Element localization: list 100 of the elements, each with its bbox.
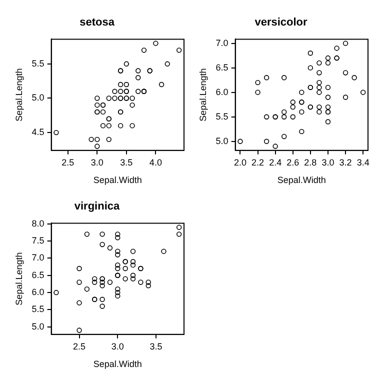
x-tick-label: 3.5 [150,341,162,352]
y-tick-label: 4.5 [32,127,44,138]
y-tick-label: 5.0 [216,136,228,146]
point [146,283,151,288]
y-tick-label: 5.0 [32,92,44,103]
point [115,293,120,299]
point [106,136,112,142]
point [325,119,331,124]
point [76,300,82,306]
point [100,296,105,302]
point [255,80,260,86]
point [153,40,158,46]
x-tick-label: 3.4 [356,157,370,168]
y-tick-label: 8.0 [32,218,44,228]
chart-title: versicolor [254,16,308,29]
point [299,90,304,95]
point [176,232,182,237]
point [308,65,314,70]
point [92,280,98,285]
point [124,82,130,88]
x-tick-label: 3.0 [90,157,104,168]
point [325,94,331,100]
point [325,104,331,110]
point [130,262,136,268]
y-tick-label: 5.5 [32,304,44,314]
x-axis-title: Sepal.Width [93,359,142,370]
point [164,61,170,67]
point [299,109,304,115]
point [106,123,112,128]
point [316,60,322,66]
point [264,75,270,80]
point [100,304,105,309]
y-tick-label: 6.0 [216,86,228,97]
point [325,55,331,61]
point [316,84,322,90]
point [238,138,243,144]
x-tick-label: 2.6 [286,157,300,168]
y-tick-label: 5.5 [216,111,228,122]
point [316,80,322,86]
x-tick-label: 2.4 [269,157,282,168]
point [158,82,164,88]
y-axis-title: Sepal.Length [14,68,24,122]
point [115,290,120,296]
point [282,134,287,140]
x-tick-label: 3.5 [120,157,133,168]
point [130,276,136,282]
point [136,68,141,74]
chart-title: virginica [74,200,120,213]
point [115,252,120,258]
y-tick-label: 7.0 [216,38,228,48]
point [282,109,287,115]
y-tick-label: 6.0 [32,287,44,298]
point [84,286,90,292]
point [107,245,113,251]
point [115,232,120,237]
point [88,136,94,142]
point [118,88,124,94]
point [308,50,314,56]
point [290,114,296,120]
point [342,40,348,46]
point [100,109,106,115]
point [342,94,348,100]
x-tick-label: 2.0 [234,157,246,168]
point [176,224,182,230]
point [92,276,98,282]
point [94,96,100,101]
point [316,70,322,76]
point [130,102,135,108]
point [76,266,82,272]
point [106,96,112,101]
y-axis-title: Sepal.Length [198,68,208,122]
point [115,262,120,268]
point [100,123,106,128]
x-tick-label: 4.0 [149,157,162,168]
point [118,123,124,128]
point [100,232,105,237]
point [130,248,136,254]
point [100,242,105,248]
point [122,266,128,272]
x-tick-label: 3.2 [339,157,352,168]
point [352,75,357,80]
point [112,96,118,101]
point [94,144,100,149]
y-axis-title: Sepal.Length [14,252,24,306]
point [136,75,141,80]
x-tick-label: 2.5 [73,341,86,352]
point [100,280,105,285]
point [325,84,331,90]
x-axis-title: Sepal.Width [93,175,142,186]
point [316,109,322,115]
point [54,130,59,136]
point [176,48,182,53]
point [54,290,59,296]
point [100,283,105,288]
point [124,61,130,67]
chart-title: setosa [80,16,116,29]
point [94,136,100,142]
point [325,60,331,66]
point [130,272,136,278]
y-tick-label: 5.0 [32,321,44,332]
